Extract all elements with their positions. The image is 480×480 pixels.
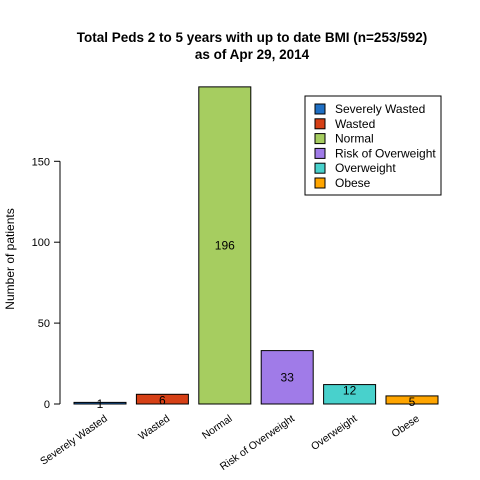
legend-swatch	[314, 118, 326, 130]
bar-value-label: 6	[159, 393, 166, 407]
y-tick-label: 150	[32, 156, 50, 168]
legend-swatch	[314, 162, 326, 174]
bar	[323, 384, 377, 405]
legend-swatch	[314, 147, 326, 159]
y-axis: 0 50 100 150	[32, 156, 61, 411]
legend-label: Wasted	[335, 117, 375, 131]
legend-label: Severely Wasted	[335, 102, 425, 116]
y-tick-label: 100	[32, 237, 50, 249]
y-axis-label: Number of patients	[3, 208, 17, 309]
legend-label: Risk of Overweight	[335, 146, 436, 160]
bar	[73, 401, 127, 405]
chart-subtitle: as of Apr 29, 2014	[195, 47, 310, 62]
bar-value-label: 5	[409, 395, 416, 409]
legend-label: Overweight	[335, 161, 396, 175]
legend-label: Obese	[335, 176, 371, 190]
bar-labels: 1 6 196 33 12 5	[97, 238, 416, 411]
bar	[260, 350, 314, 405]
legend-swatch	[314, 103, 326, 115]
y-tick-label: 50	[38, 318, 50, 330]
chart-title: Total Peds 2 to 5 years with up to date …	[77, 30, 427, 45]
bar-value-label: 1	[97, 397, 104, 411]
bar	[385, 395, 439, 405]
legend-box	[304, 95, 442, 196]
bar	[135, 393, 189, 405]
legend-swatch	[314, 133, 326, 145]
bar	[198, 86, 252, 405]
bars	[73, 86, 439, 405]
bar-value-label: 12	[343, 384, 357, 398]
y-tick-label: 0	[44, 399, 50, 411]
legend-label: Normal	[335, 132, 374, 146]
legend-swatch	[314, 177, 326, 189]
bar-value-label: 196	[215, 238, 235, 252]
bar-value-label: 33	[281, 370, 295, 384]
